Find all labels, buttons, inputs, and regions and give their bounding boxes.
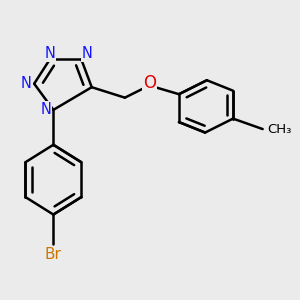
Text: O: O [143, 74, 156, 92]
Text: Br: Br [45, 247, 62, 262]
Text: N: N [44, 46, 55, 61]
Text: N: N [40, 102, 51, 117]
Text: N: N [21, 76, 32, 91]
Text: CH₃: CH₃ [267, 123, 291, 136]
Text: N: N [82, 46, 93, 61]
